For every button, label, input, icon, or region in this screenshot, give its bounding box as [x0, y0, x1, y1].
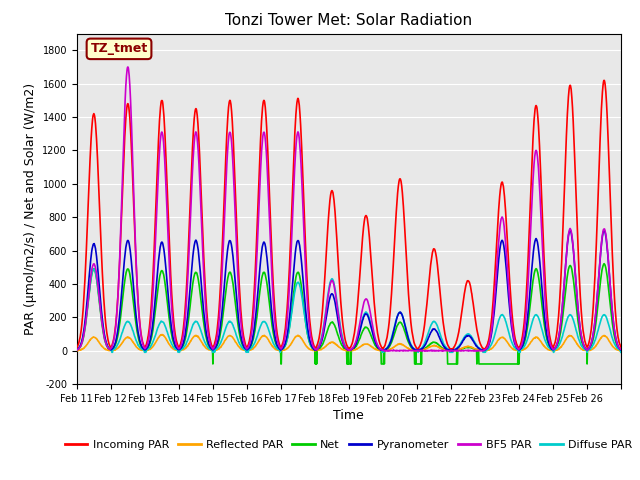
Legend: Incoming PAR, Reflected PAR, Net, Pyranometer, BF5 PAR, Diffuse PAR: Incoming PAR, Reflected PAR, Net, Pyrano…	[61, 435, 637, 454]
X-axis label: Time: Time	[333, 409, 364, 422]
Title: Tonzi Tower Met: Solar Radiation: Tonzi Tower Met: Solar Radiation	[225, 13, 472, 28]
Y-axis label: PAR (μmol/m2/s) / Net and Solar (W/m2): PAR (μmol/m2/s) / Net and Solar (W/m2)	[24, 83, 37, 335]
Text: TZ_tmet: TZ_tmet	[90, 42, 148, 55]
